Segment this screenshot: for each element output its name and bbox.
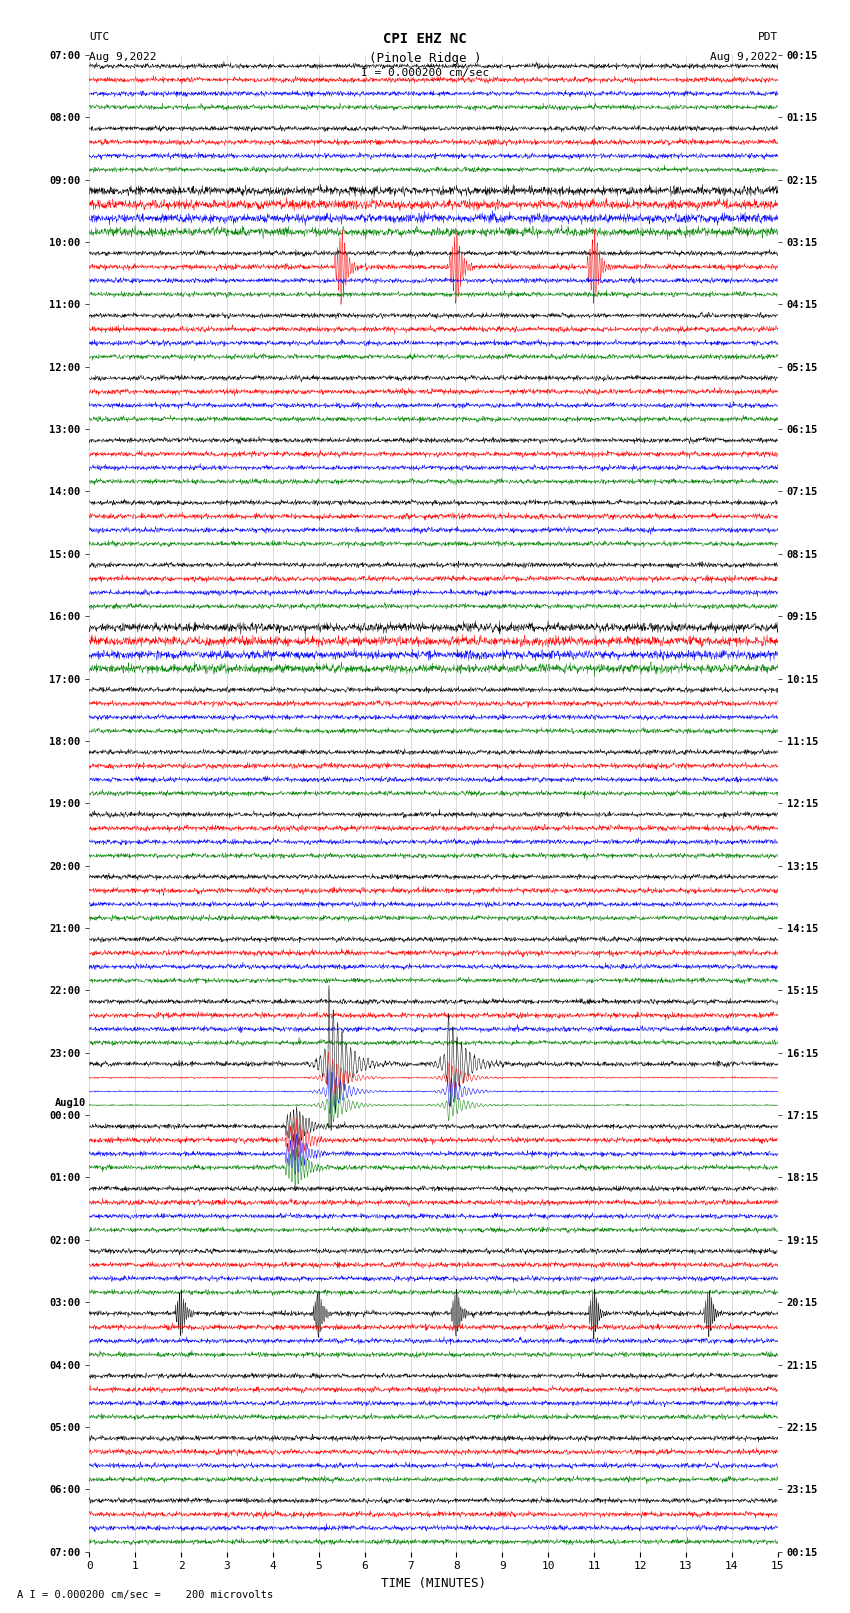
Text: Aug 9,2022: Aug 9,2022 [89, 52, 156, 61]
Text: (Pinole Ridge ): (Pinole Ridge ) [369, 52, 481, 65]
Text: CPI EHZ NC: CPI EHZ NC [383, 32, 467, 47]
X-axis label: TIME (MINUTES): TIME (MINUTES) [381, 1578, 486, 1590]
Text: Aug 9,2022: Aug 9,2022 [711, 52, 778, 61]
Text: I = 0.000200 cm/sec: I = 0.000200 cm/sec [361, 68, 489, 77]
Text: A I = 0.000200 cm/sec =    200 microvolts: A I = 0.000200 cm/sec = 200 microvolts [17, 1590, 273, 1600]
Text: Aug10: Aug10 [55, 1097, 87, 1108]
Text: UTC: UTC [89, 32, 110, 42]
Text: PDT: PDT [757, 32, 778, 42]
